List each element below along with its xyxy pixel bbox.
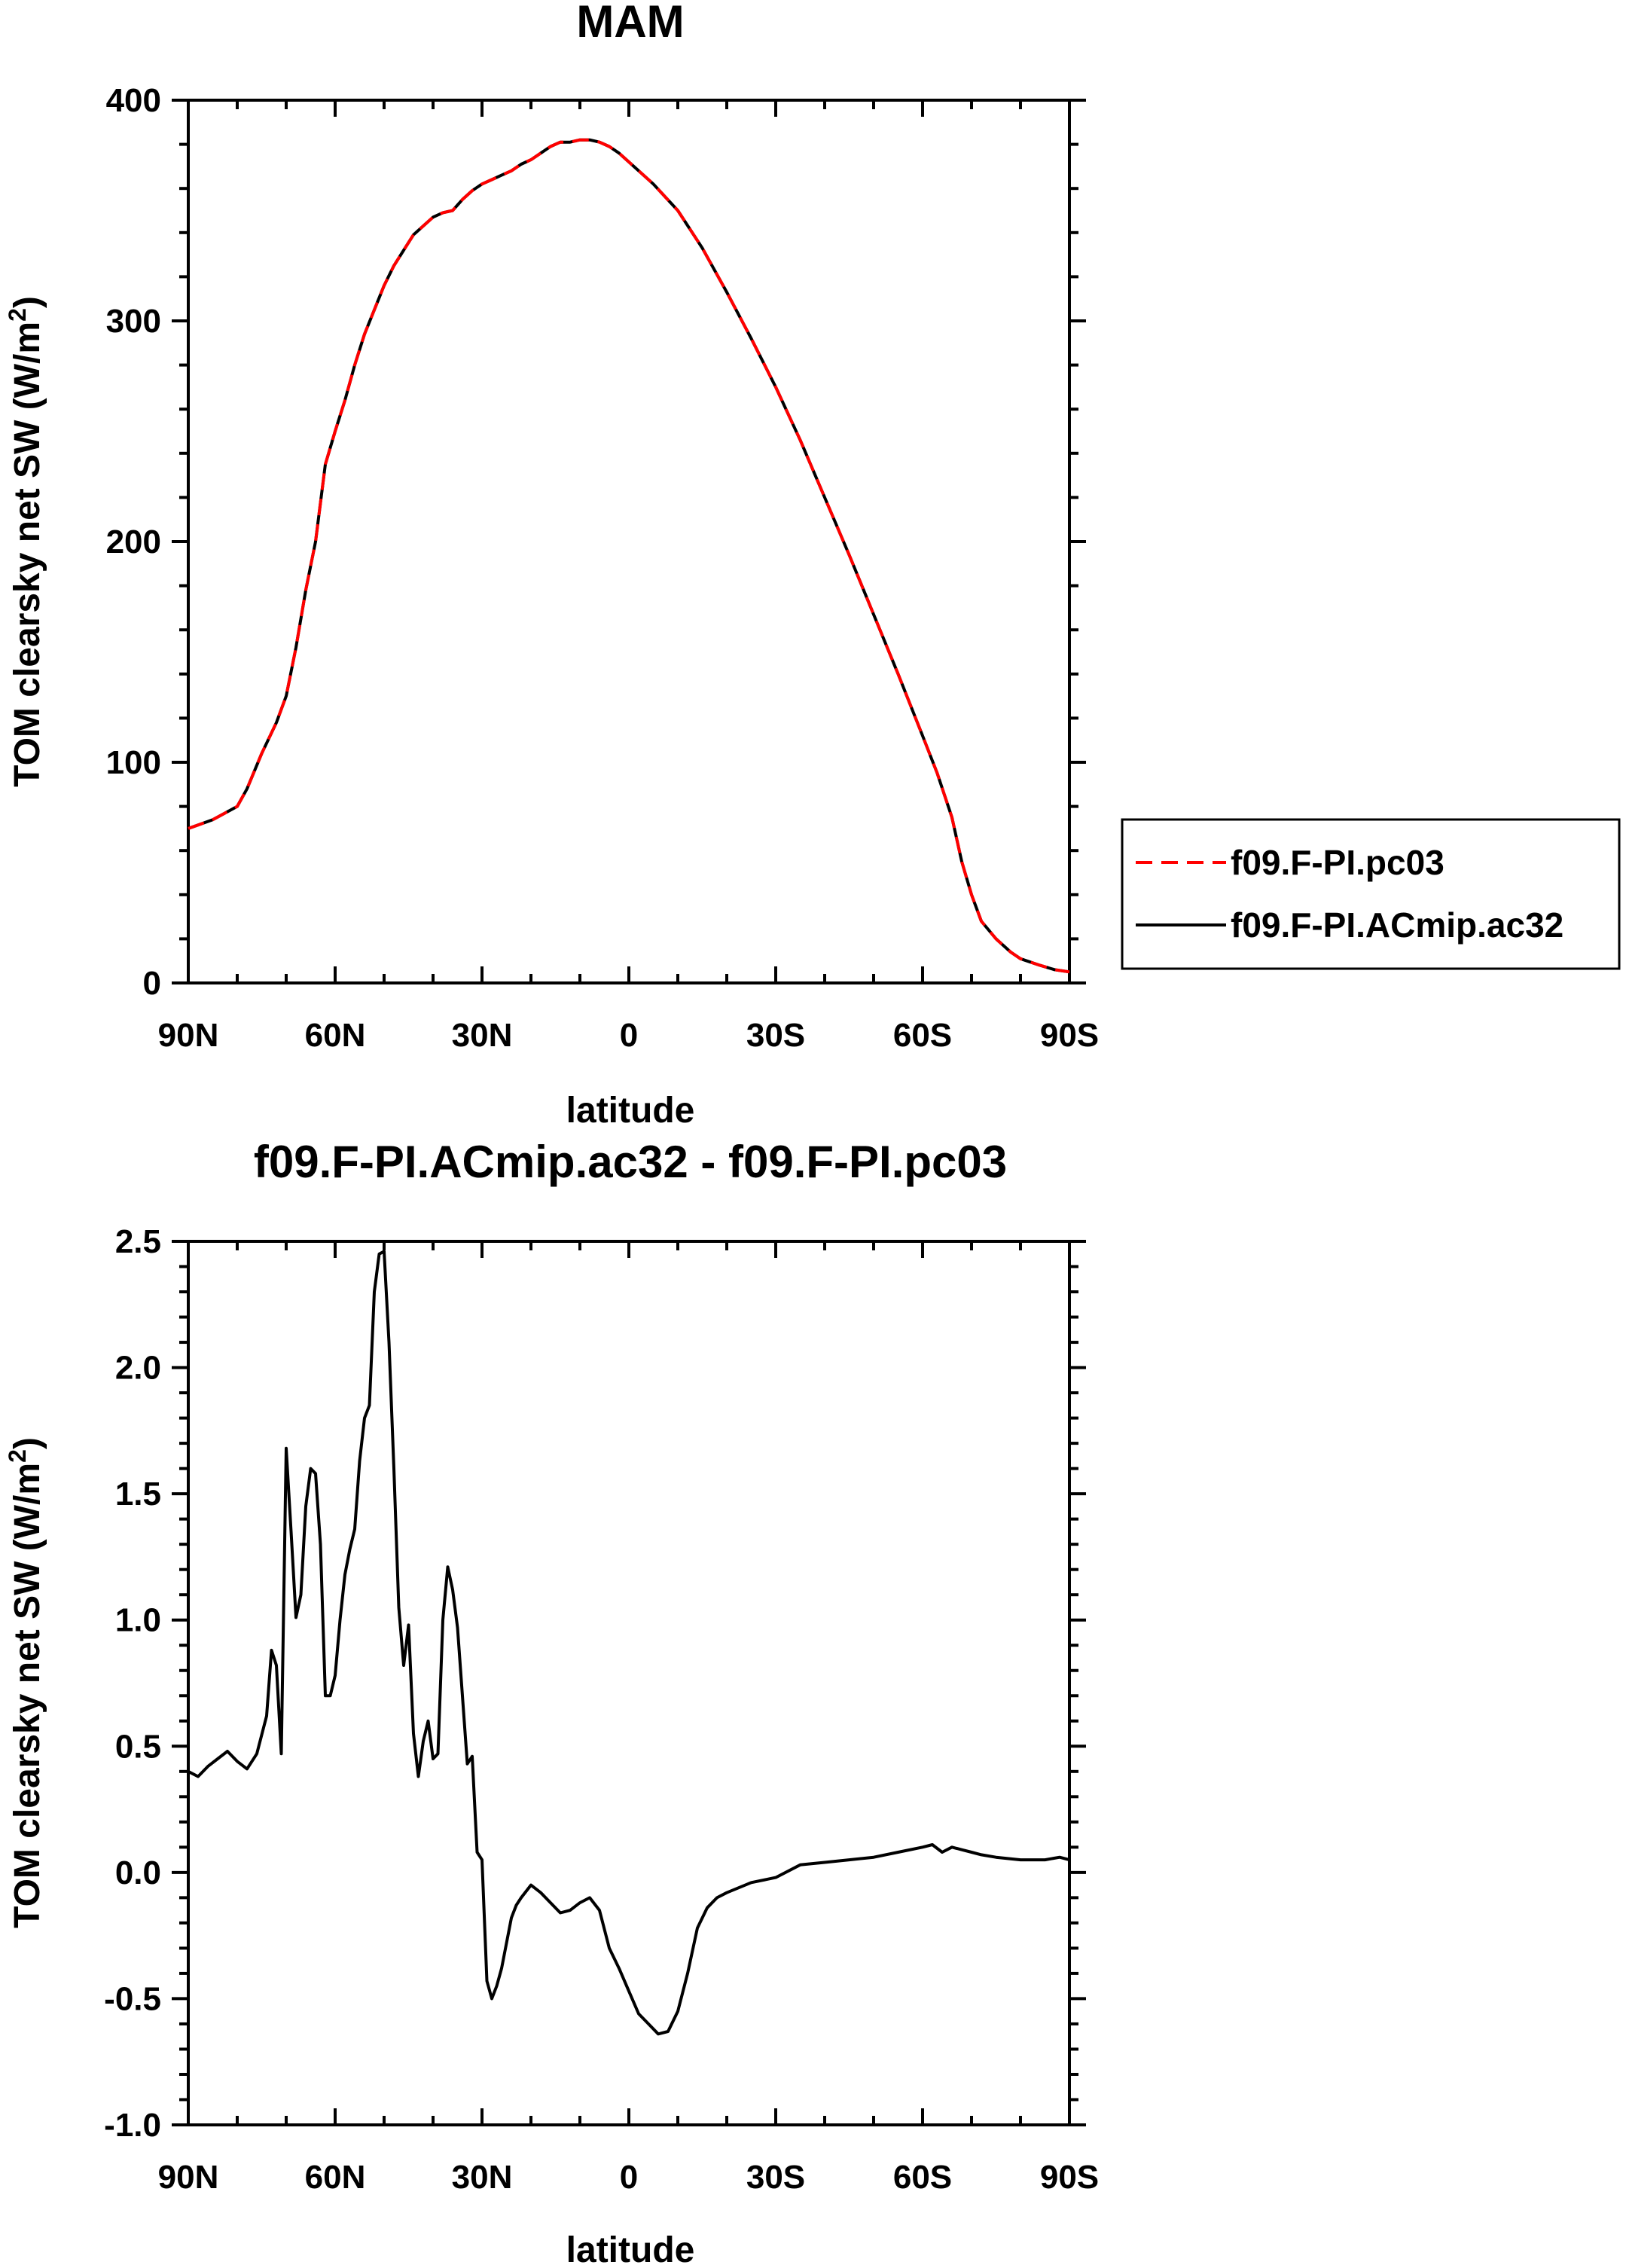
x-tick-label: 30S <box>746 1017 805 1054</box>
y-tick-label: 200 <box>106 524 161 560</box>
y-tick-label: 2.5 <box>115 1223 161 1260</box>
x-tick-label: 0 <box>620 1017 638 1054</box>
panel-bottom-ylabel-sup: 2 <box>4 1449 31 1463</box>
panel-top-plot-frame <box>187 99 1071 984</box>
panel-top: MAM 90N 60N 30N 0 30S 60S 90S 0 100 200 300 400 lat… <box>4 0 1621 1131</box>
legend-label-ac32: f09.F-PI.ACmip.ac32 <box>1231 905 1563 945</box>
y-tick-label: 100 <box>106 744 161 781</box>
panel-top-ylabel-close: ) <box>8 296 47 308</box>
x-tick-label: 30N <box>452 1017 513 1054</box>
legend: f09.F-PI.pc03 f09.F-PI.ACmip.ac32 <box>1121 818 1621 970</box>
panel-bottom-xlabel: latitude <box>566 2230 695 2268</box>
y-tick-label: -0.5 <box>104 1980 161 2017</box>
y-tick-label: 1.5 <box>115 1476 161 1513</box>
panel-bottom-series <box>188 1250 1070 2036</box>
panel-top-title: MAM <box>576 0 684 47</box>
y-tick-label: 400 <box>106 82 161 119</box>
legend-box <box>1121 818 1621 970</box>
panel-top-ylabel-main: TOM clearsky net SW (W/m <box>8 322 47 787</box>
panel-top-series <box>188 138 1070 974</box>
y-tick-label: 1.0 <box>115 1602 161 1639</box>
series-line-difference <box>188 1250 1070 2036</box>
y-tick-label: 0.0 <box>115 1854 161 1891</box>
x-tick-label: 30N <box>452 2159 513 2196</box>
panel-bottom-ylabel-close: ) <box>8 1437 47 1449</box>
panel-bottom: f09.F-PI.ACmip.ac32 - f09.F-PI.pc03 90N 6… <box>4 1137 1099 2268</box>
y-tick-label: 0 <box>143 965 161 1002</box>
y-tick-label: -1.0 <box>104 2107 161 2144</box>
panel-top-ticks: 90N 60N 30N 0 30S 60S 90S 0 100 200 300 400 <box>106 82 1100 1054</box>
x-tick-label: 60N <box>305 2159 366 2196</box>
y-tick-label: 2.0 <box>115 1350 161 1387</box>
series-line-f09-f-pi-pc03 <box>188 138 1070 974</box>
panel-top-ylabel: TOM clearsky net SW (W/m2) <box>4 296 47 787</box>
y-tick-label: 300 <box>106 303 161 340</box>
panel-top-ylabel-sup: 2 <box>4 308 31 322</box>
panel-bottom-ticks: 90N 60N 30N 0 30S 60S 90S -1.0 -0.5 0.0 0.5 1.0 1.5 2… <box>104 1223 1099 2196</box>
panel-bottom-ylabel-main: TOM clearsky net SW (W/m <box>8 1463 47 1928</box>
legend-label-pc03: f09.F-PI.pc03 <box>1231 843 1444 882</box>
x-tick-label: 90S <box>1040 2159 1099 2196</box>
panel-bottom-ylabel: TOM clearsky net SW (W/m2) <box>4 1437 47 1928</box>
x-tick-label: 90N <box>158 2159 219 2196</box>
x-tick-label: 60N <box>305 1017 366 1054</box>
x-tick-label: 90N <box>158 1017 219 1054</box>
x-tick-label: 60S <box>893 1017 952 1054</box>
x-tick-label: 0 <box>620 2159 638 2196</box>
panel-bottom-title: f09.F-PI.ACmip.ac32 - f09.F-PI.pc03 <box>254 1137 1007 1187</box>
x-tick-label: 60S <box>893 2159 952 2196</box>
series-line-f09-f-pi-acmip-ac32 <box>188 138 1070 974</box>
panel-top-xlabel: latitude <box>566 1091 695 1131</box>
x-tick-label: 90S <box>1040 1017 1099 1054</box>
y-tick-label: 0.5 <box>115 1728 161 1765</box>
x-tick-label: 30S <box>746 2159 805 2196</box>
